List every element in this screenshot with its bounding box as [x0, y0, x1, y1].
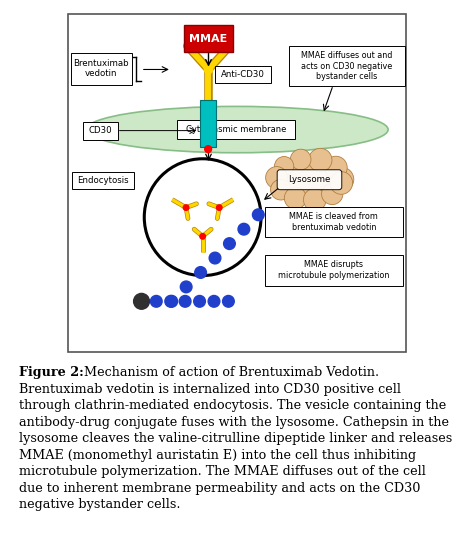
Circle shape	[321, 183, 343, 204]
Text: microtubule polymerization. The MMAE diffuses out of the cell: microtubule polymerization. The MMAE dif…	[19, 465, 427, 478]
Circle shape	[180, 281, 192, 293]
FancyBboxPatch shape	[177, 120, 295, 139]
Text: MMAE is cleaved from
brentuximab vedotin: MMAE is cleaved from brentuximab vedotin	[290, 212, 378, 232]
Text: Mechanism of action of Brentuximab Vedotin.: Mechanism of action of Brentuximab Vedot…	[76, 366, 379, 379]
Text: MMAE diffuses out and
acts on CD30 negative
bystander cells: MMAE diffuses out and acts on CD30 negat…	[301, 51, 392, 81]
Circle shape	[209, 252, 221, 264]
FancyBboxPatch shape	[215, 66, 271, 83]
Text: Cytoplasmic membrane: Cytoplasmic membrane	[186, 125, 286, 134]
Circle shape	[150, 295, 162, 307]
Circle shape	[144, 159, 261, 275]
FancyBboxPatch shape	[68, 14, 406, 352]
Circle shape	[217, 205, 222, 211]
Circle shape	[165, 295, 176, 307]
Circle shape	[200, 234, 205, 239]
Circle shape	[179, 295, 191, 307]
FancyBboxPatch shape	[83, 122, 118, 140]
FancyBboxPatch shape	[73, 172, 134, 189]
FancyBboxPatch shape	[184, 25, 233, 52]
Text: negative bystander cells.: negative bystander cells.	[19, 499, 181, 511]
Circle shape	[271, 179, 291, 200]
Ellipse shape	[275, 157, 344, 202]
Text: MMAE disrupts
microtubule polymerization: MMAE disrupts microtubule polymerization	[278, 260, 390, 280]
Circle shape	[265, 167, 288, 188]
Circle shape	[205, 146, 211, 152]
Circle shape	[208, 295, 220, 307]
Circle shape	[134, 294, 149, 309]
FancyBboxPatch shape	[277, 170, 342, 189]
Circle shape	[194, 295, 205, 307]
FancyBboxPatch shape	[289, 46, 405, 86]
Text: antibody-drug conjugate fuses with the lysosome. Cathepsin in the: antibody-drug conjugate fuses with the l…	[19, 416, 449, 429]
FancyBboxPatch shape	[265, 255, 403, 285]
Circle shape	[309, 148, 332, 172]
Text: Lysosome: Lysosome	[288, 175, 331, 184]
Text: Brentuximab vedotin is internalized into CD30 positive cell: Brentuximab vedotin is internalized into…	[19, 383, 401, 396]
Bar	[200, 100, 217, 147]
Text: Anti-CD30: Anti-CD30	[221, 70, 265, 79]
Ellipse shape	[86, 106, 388, 153]
Text: CD30: CD30	[89, 126, 112, 135]
Circle shape	[204, 65, 213, 74]
Text: MMAE (monomethyl auristatin E) into the cell thus inhibiting: MMAE (monomethyl auristatin E) into the …	[19, 449, 417, 462]
Circle shape	[183, 205, 189, 211]
Circle shape	[303, 188, 326, 211]
Text: due to inherent membrane permeability and acts on the CD30: due to inherent membrane permeability an…	[19, 482, 421, 495]
Text: MMAE: MMAE	[190, 34, 228, 44]
Text: Endocytosis: Endocytosis	[78, 176, 129, 185]
Circle shape	[253, 209, 264, 220]
FancyBboxPatch shape	[71, 53, 132, 85]
Circle shape	[274, 157, 294, 176]
Text: lysosome cleaves the valine-citrulline dipeptide linker and releases: lysosome cleaves the valine-citrulline d…	[19, 432, 453, 445]
Circle shape	[330, 172, 353, 194]
Text: Figure 2:: Figure 2:	[19, 366, 84, 379]
Circle shape	[291, 149, 311, 170]
Text: through clathrin-mediated endocytosis. The vesicle containing the: through clathrin-mediated endocytosis. T…	[19, 399, 447, 412]
Circle shape	[224, 238, 235, 249]
Circle shape	[325, 156, 347, 179]
Circle shape	[166, 295, 178, 307]
Circle shape	[195, 266, 207, 278]
Circle shape	[238, 223, 250, 235]
Circle shape	[330, 167, 354, 192]
Circle shape	[223, 295, 234, 307]
Text: Brentuximab
vedotin: Brentuximab vedotin	[73, 59, 129, 78]
FancyBboxPatch shape	[265, 207, 403, 238]
Circle shape	[284, 187, 306, 209]
